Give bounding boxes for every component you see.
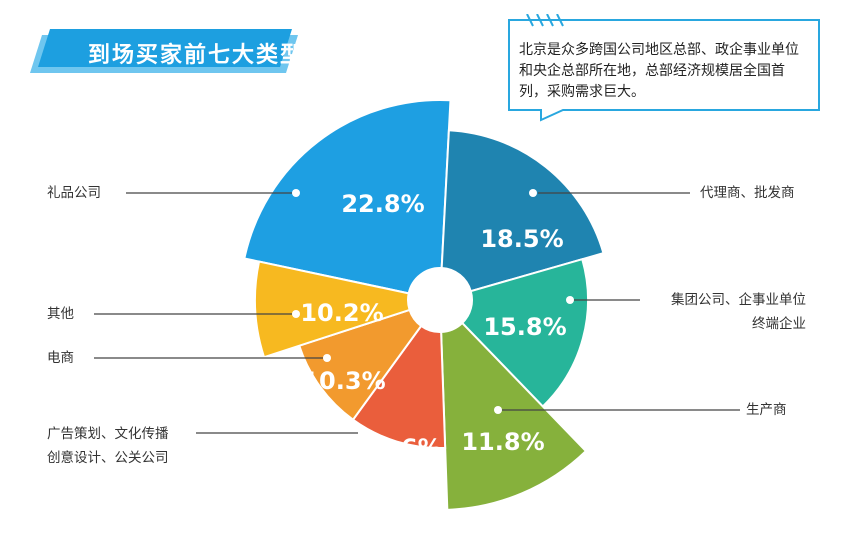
pie-slice [351,324,447,449]
category-label: 广告策划、文化传播 [47,425,169,442]
leader-dot [292,189,300,197]
leader-dot [566,296,574,304]
callout-note: 北京是众多跨国公司地区总部、政企事业单位和央企总部所在地，总部经济规模居全国首列… [503,14,823,122]
slice-value-label: 10.3% [302,367,385,395]
category-label: 代理商、批发商 [700,185,795,201]
pie-slice [297,308,423,422]
slice-value-label: 10.6% [358,434,441,462]
chart-title-banner: 到场买家前七大类型 [30,29,302,73]
callout-text: 北京是众多跨国公司地区总部、政企事业单位和央企总部所在地，总部经济规模居全国首列… [519,42,799,100]
pie-slice [440,321,588,511]
title-banner-shape [30,29,298,73]
category-label: 集团公司、企事业单位 [671,291,806,308]
slice-value-label: 22.8% [341,190,424,218]
category-label: 创意设计、公关公司 [47,449,169,466]
leader-dot [292,310,300,318]
pie-slice [243,99,452,295]
leader-dot [323,354,331,362]
category-label: 生产商 [746,402,787,418]
slice-value-label: 11.8% [461,428,544,456]
chart-title: 到场买家前七大类型 [88,43,305,68]
category-label: 其他 [47,306,74,322]
pie-slice [440,129,605,293]
leader-dot [358,429,366,437]
category-label: 终端企业 [752,315,806,332]
category-label: 电商 [47,350,74,366]
leader-dot [494,406,502,414]
pie-slice [254,260,411,359]
callout-frame [508,14,820,122]
slice-value-label: 10.2% [300,299,383,327]
category-label: 礼品公司 [47,185,101,201]
slice-value-label: 18.5% [480,225,563,253]
leader-dot [529,189,537,197]
slice-value-label: 15.8% [483,313,566,341]
pie-slice [460,257,589,408]
